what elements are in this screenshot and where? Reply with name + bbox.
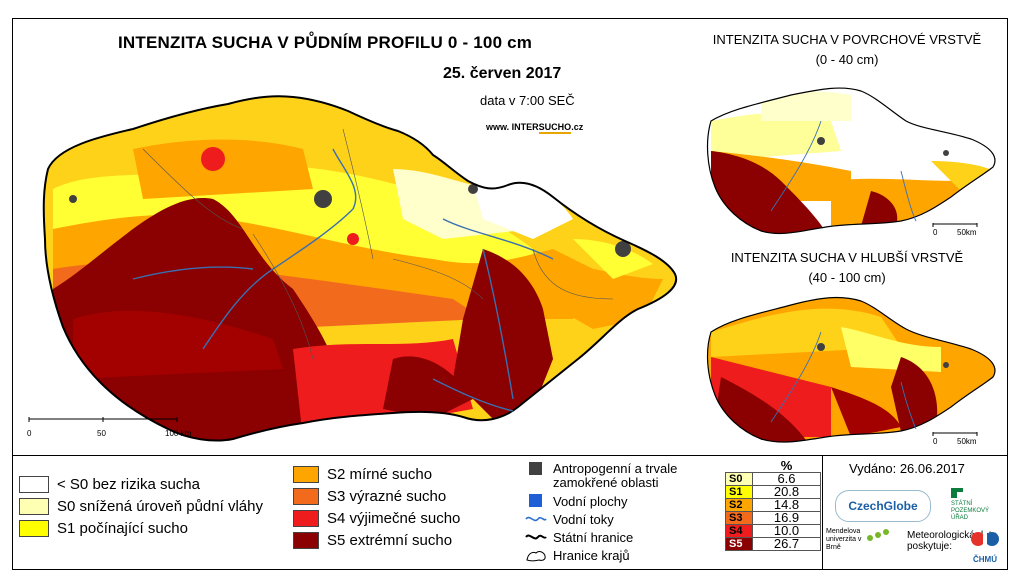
- legend-symbol-rivers: Vodní toky: [525, 512, 614, 527]
- region-outline-icon: [525, 548, 547, 562]
- row-code: S5: [725, 537, 753, 551]
- row-code: S4: [725, 524, 753, 538]
- main-map-data-time: data v 7:00 SEČ: [480, 93, 575, 108]
- legend-item-s5: S5 extrémní sucho: [293, 530, 452, 550]
- deep-scale-50: 50km: [957, 437, 977, 446]
- legend-label: S1 počínající sucho: [57, 519, 188, 537]
- surface-map: [706, 87, 996, 235]
- blue-square-icon: [525, 494, 547, 508]
- surface-scale-bar: [932, 223, 978, 227]
- main-scale-50: 50: [97, 429, 106, 438]
- issued-date: Vydáno: 26.06.2017: [849, 461, 965, 476]
- deep-map-title: INTENZITA SUCHA V HLUBŠÍ VRSTVĚ: [730, 250, 964, 265]
- legend-symbol-water-bodies: Vodní plochy: [525, 494, 627, 509]
- main-map: [42, 95, 678, 442]
- symbol-label: Vodní toky: [553, 512, 614, 527]
- legend-label: S5 extrémní sucho: [327, 531, 453, 549]
- legend-label: S0 snížená úroveň půdní vláhy: [57, 497, 263, 515]
- row-code: S2: [725, 498, 753, 512]
- legend-swatch: [293, 531, 319, 549]
- figure-frame: INTENZITA SUCHA V PŮDNÍM PROFILU 0 - 100…: [12, 18, 1008, 570]
- table-header-row: %: [726, 458, 821, 473]
- main-scale-bar: [28, 417, 178, 422]
- legend-item-s3: S3 výrazné sucho: [293, 486, 446, 506]
- main-scale-100: 100 km: [165, 429, 192, 438]
- dark-square-icon: [525, 462, 547, 476]
- table-row: S5 26.7: [725, 537, 821, 551]
- mendel-label: Mendelova univerzita v Brně: [826, 528, 862, 551]
- row-value: 6.6: [752, 472, 821, 486]
- website-highlight: SUCHO: [538, 122, 572, 134]
- legend-item-s4: S4 výjimečné sucho: [293, 508, 460, 528]
- table-row: S0 6.6: [725, 472, 821, 486]
- website-prefix: www. INTER: [486, 122, 539, 132]
- legend-divider: [822, 456, 823, 569]
- percent-header: %: [780, 458, 793, 473]
- table-row: S3 16.9: [725, 511, 821, 525]
- deep-map: [706, 296, 996, 443]
- legend-item-bez-rizika: < S0 bez rizika sucha: [19, 474, 200, 494]
- chmu-emblem-icon: [971, 530, 999, 548]
- percentage-table: % S0 6.6 S1 20.8 S2 14.8 S3 16.9 S4 10.0: [725, 458, 821, 551]
- legend-swatch: [19, 497, 49, 515]
- meteo-data-label: Meteorologická data poskytuje:: [907, 530, 998, 552]
- row-value: 16.9: [752, 511, 821, 525]
- deep-scale-bar: [932, 432, 978, 436]
- main-map-date: 25. červen 2017: [443, 65, 562, 82]
- spu-label: STÁTNÍ POZEMKOVÝ ÚŘAD: [951, 501, 990, 521]
- map-area: INTENZITA SUCHA V PŮDNÍM PROFILU 0 - 100…: [13, 19, 1007, 456]
- row-code: S3: [725, 511, 753, 525]
- deep-map-range: (40 - 100 cm): [808, 270, 886, 285]
- legend-symbol-anthropogenic: Antropogenní a trvale zamokřené oblasti: [525, 462, 715, 490]
- legend-label: < S0 bez rizika sucha: [57, 475, 200, 493]
- row-code: S0: [725, 472, 753, 486]
- czechglobe-logo: CzechGlobe: [835, 490, 931, 522]
- surface-map-title: INTENZITA SUCHA V POVRCHOVÉ VRSTVĚ: [712, 32, 982, 47]
- row-value: 26.7: [752, 537, 821, 551]
- legend-symbol-state-border: Státní hranice: [525, 530, 633, 545]
- row-code: S1: [725, 485, 753, 499]
- wavy-line-icon: [525, 512, 547, 526]
- legend-swatch: [19, 475, 49, 493]
- main-map-title: INTENZITA SUCHA V PŮDNÍM PROFILU 0 - 100…: [118, 33, 533, 52]
- deep-scale-0: 0: [933, 437, 938, 446]
- bold-wavy-line-icon: [525, 530, 547, 544]
- website-url: www. INTERSUCHO.cz: [486, 122, 584, 134]
- table-row: S2 14.8: [725, 498, 821, 512]
- legend-item-s1: S1 počínající sucho: [19, 518, 188, 538]
- legend-label: S3 výrazné sucho: [327, 487, 447, 505]
- main-scale-0: 0: [27, 429, 32, 438]
- symbol-label: Hranice krajů: [553, 548, 630, 563]
- legend-label: S4 výjimečné sucho: [327, 509, 461, 527]
- chmu-label: ČHMÚ: [973, 555, 997, 564]
- website-suffix: .cz: [571, 122, 584, 132]
- surface-scale-50: 50km: [957, 228, 977, 237]
- legend-symbol-region-border: Hranice krajů: [525, 548, 630, 563]
- legend-panel: < S0 bez rizika sucha S0 snížená úroveň …: [13, 456, 1007, 569]
- mendel-dots-icon: [867, 529, 889, 541]
- legend-item-s0: S0 snížená úroveň půdní vláhy: [19, 496, 263, 516]
- legend-swatch: [293, 465, 319, 483]
- legend-item-s2: S2 mírné sucho: [293, 464, 432, 484]
- surface-scale-0: 0: [933, 228, 938, 237]
- symbol-label: Antropogenní a trvale zamokřené oblasti: [553, 461, 678, 490]
- table-row: S1 20.8: [725, 485, 821, 499]
- spu-flag-icon: [951, 488, 963, 498]
- legend-label: S2 mírné sucho: [327, 465, 433, 483]
- legend-swatch: [19, 519, 49, 537]
- chmu-logo: ČHMÚ: [969, 528, 1001, 564]
- legend-swatch: [293, 509, 319, 527]
- table-row: S4 10.0: [725, 524, 821, 538]
- legend-swatch: [293, 487, 319, 505]
- surface-map-range: (0 - 40 cm): [815, 52, 879, 67]
- symbol-label: Státní hranice: [553, 530, 634, 545]
- symbol-label: Vodní plochy: [553, 494, 628, 509]
- mendel-logo: Mendelova univerzita v Brně: [826, 528, 889, 552]
- spu-logo: STÁTNÍ POZEMKOVÝ ÚŘAD: [951, 488, 991, 522]
